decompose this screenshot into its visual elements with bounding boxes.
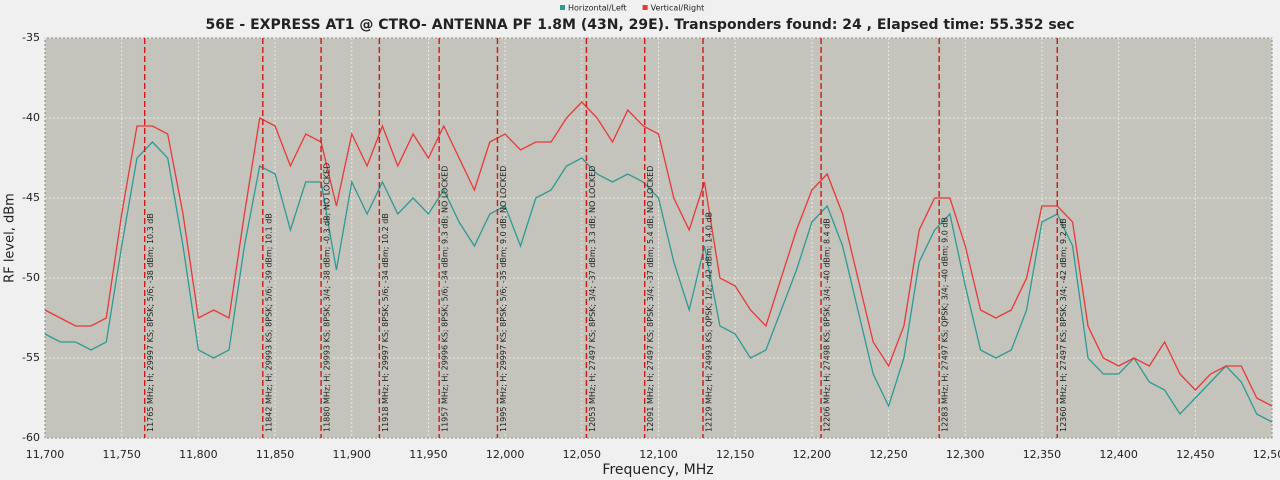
legend-label: Vertical/Right (651, 4, 705, 13)
y-tick-label: -40 (22, 111, 40, 124)
x-tick-label: 11,850 (256, 448, 295, 461)
x-tick-label: 11,800 (179, 448, 218, 461)
transponder-label: 11957 MHz; H; 29996 KS; 8PSK; 5/6; -34 d… (441, 166, 450, 432)
x-tick-label: 12,300 (946, 448, 985, 461)
x-tick-label: 12,500 (1253, 448, 1280, 461)
x-tick-label: 11,700 (26, 448, 65, 461)
x-tick-label: 12,050 (563, 448, 602, 461)
x-tick-label: 12,000 (486, 448, 525, 461)
transponder-label: 11765 MHz; H; 29997 KS; 8PSK; 5/6; -38 d… (146, 213, 155, 432)
legend-swatch (642, 5, 648, 10)
transponder-label: 11880 MHz; H; 29993 KS; 8PSK; 3/4; -38 d… (323, 163, 332, 432)
x-tick-label: 12,450 (1176, 448, 1215, 461)
transponder-label: 12053 MHz; H; 27497 KS; 8PSK; 3/4; -37 d… (588, 166, 597, 432)
x-tick-label: 12,400 (1099, 448, 1138, 461)
transponder-label: 12091 MHz; H; 27497 KS; 8PSK; 3/4; -37 d… (646, 166, 655, 432)
x-axis-label: Frequency, MHz (602, 462, 713, 478)
transponder-label: 12360 MHz; H; 27497 KS; 8PSK; 3/4; -42 d… (1059, 218, 1068, 432)
transponder-label: 11918 MHz; H; 29997 KS; 8PSK; 5/6; -34 d… (381, 213, 390, 432)
chart-title: 56E - EXPRESS AT1 @ CTRO- ANTENNA PF 1.8… (206, 17, 1075, 33)
legend-label: Horizontal/Left (568, 4, 627, 13)
x-tick-label: 11,950 (409, 448, 448, 461)
x-tick-label: 12,250 (869, 448, 908, 461)
transponder-label: 12206 MHz; H; 27498 KS; 8PSK; 3/4; -40 d… (823, 218, 832, 432)
x-tick-label: 12,350 (1023, 448, 1062, 461)
x-tick-label: 11,900 (333, 448, 372, 461)
y-tick-label: -35 (22, 31, 40, 44)
y-tick-label: -45 (22, 191, 40, 204)
y-tick-label: -60 (22, 431, 40, 444)
y-tick-label: -50 (22, 271, 40, 284)
transponder-label: 11995 MHz; H; 29997 KS; 8PSK; 5/6; -35 d… (499, 166, 508, 432)
series-line (44, 101, 1273, 407)
y-axis-label: RF level, dBm (3, 193, 18, 283)
x-tick-label: 12,150 (716, 448, 755, 461)
series-line (44, 141, 1273, 423)
transponder-label: 12283 MHz; H; 27497 KS; QPSK; 3/4; -40 d… (941, 217, 950, 432)
y-tick-label: -55 (22, 351, 40, 364)
x-tick-label: 12,200 (793, 448, 832, 461)
transponder-label: 12129 MHz; H; 24993 KS; QPSK; 1/2; -42 d… (704, 212, 713, 432)
transponder-label: 11842 MHz; H; 29993 KS; 8PSK; 5/6; -39 d… (264, 213, 273, 432)
legend-swatch (560, 5, 565, 10)
x-tick-label: 12,100 (639, 448, 678, 461)
x-tick-label: 11,750 (102, 448, 141, 461)
